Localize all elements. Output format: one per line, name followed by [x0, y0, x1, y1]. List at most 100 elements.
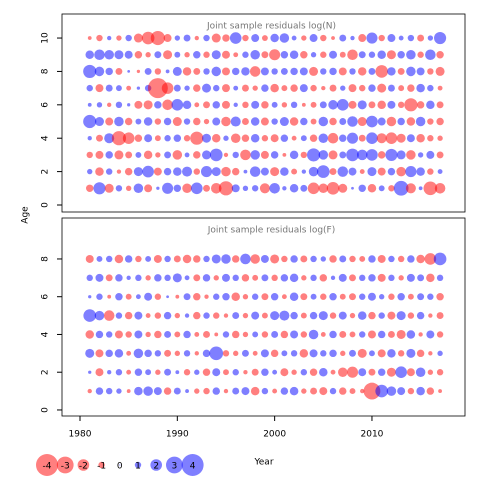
- bubble: [144, 184, 153, 193]
- bubble: [289, 292, 299, 301]
- bubble: [270, 151, 279, 159]
- bubble: [433, 252, 447, 266]
- bubble: [423, 181, 438, 196]
- bubble: [135, 294, 141, 300]
- bubble: [105, 387, 113, 395]
- plot-frame: [61, 217, 466, 417]
- bubble: [124, 117, 133, 126]
- bubble: [114, 254, 124, 264]
- bubble: [87, 36, 92, 40]
- bubble: [173, 134, 182, 142]
- bubble: [291, 369, 297, 375]
- bubble: [202, 150, 212, 160]
- bubble: [251, 34, 260, 43]
- bubble: [347, 116, 358, 127]
- bubble: [281, 350, 288, 357]
- bubble: [407, 84, 415, 92]
- bubble: [358, 134, 366, 142]
- bubble: [366, 32, 378, 44]
- bubble: [319, 367, 328, 377]
- bubble: [308, 166, 319, 177]
- bubble: [407, 255, 415, 263]
- bubble: [184, 313, 190, 318]
- bubble: [300, 117, 308, 126]
- bubble: [357, 311, 367, 320]
- bubble: [300, 151, 308, 159]
- bubble: [270, 292, 279, 301]
- bubble: [250, 49, 260, 60]
- bubble: [193, 51, 201, 59]
- bubble: [367, 184, 377, 193]
- bubble: [300, 51, 308, 59]
- bubble: [406, 134, 415, 143]
- bubble: [95, 273, 104, 282]
- bubble: [377, 330, 386, 339]
- bubble: [281, 294, 287, 300]
- bubble: [309, 368, 318, 376]
- bubble: [437, 350, 443, 357]
- bubble: [368, 101, 376, 109]
- bubble: [164, 349, 172, 357]
- bubble: [316, 165, 330, 178]
- bubble: [203, 68, 210, 75]
- bubble: [260, 349, 269, 358]
- y-tick-label: 10: [41, 32, 51, 44]
- bubble: [416, 101, 425, 109]
- bubble: [271, 274, 278, 282]
- bubble: [358, 34, 367, 43]
- bubble: [232, 151, 239, 159]
- bubble: [85, 330, 94, 339]
- bubble: [406, 117, 416, 126]
- bubble: [261, 35, 268, 41]
- bubble: [279, 117, 289, 127]
- bubble: [203, 330, 210, 338]
- bubble: [368, 84, 376, 92]
- bubble: [103, 310, 115, 321]
- bubble: [340, 85, 346, 91]
- bubble: [115, 101, 123, 109]
- bubble: [96, 134, 103, 142]
- bubble: [153, 167, 162, 176]
- bubble: [173, 255, 181, 263]
- legend-label: -2: [79, 462, 88, 472]
- bubble: [172, 66, 182, 76]
- bubble: [114, 116, 124, 127]
- bubble: [212, 101, 220, 109]
- bubble: [328, 150, 338, 160]
- bubble: [270, 134, 279, 143]
- bubble: [326, 181, 340, 195]
- bubble: [300, 369, 308, 376]
- bubble: [183, 118, 191, 125]
- bubble: [134, 100, 143, 109]
- bubble: [426, 273, 435, 283]
- bubble: [194, 102, 200, 108]
- bubble: [183, 369, 191, 376]
- bubble: [351, 186, 354, 190]
- bubble: [135, 255, 142, 263]
- bubble: [163, 50, 173, 60]
- bubble: [359, 84, 366, 92]
- bubble: [437, 135, 443, 141]
- bubble: [153, 254, 162, 263]
- bubble: [301, 35, 307, 41]
- bubble: [125, 34, 132, 42]
- bubble: [88, 295, 92, 299]
- bubble: [86, 84, 93, 92]
- bubble: [136, 69, 141, 74]
- bubble: [388, 185, 395, 192]
- bubble: [310, 274, 317, 282]
- bubble: [385, 148, 398, 161]
- bubble: [261, 368, 269, 376]
- bubble: [250, 150, 260, 160]
- bubble: [243, 370, 248, 375]
- bubble: [349, 388, 356, 395]
- bubble: [300, 331, 308, 338]
- bubble: [339, 134, 347, 142]
- bubble: [173, 184, 182, 193]
- bubble: [166, 295, 169, 299]
- y-tick-label: 6: [41, 102, 51, 108]
- bubble: [96, 293, 103, 300]
- bubble: [270, 83, 279, 93]
- bubble: [223, 313, 229, 318]
- bubble: [338, 273, 347, 282]
